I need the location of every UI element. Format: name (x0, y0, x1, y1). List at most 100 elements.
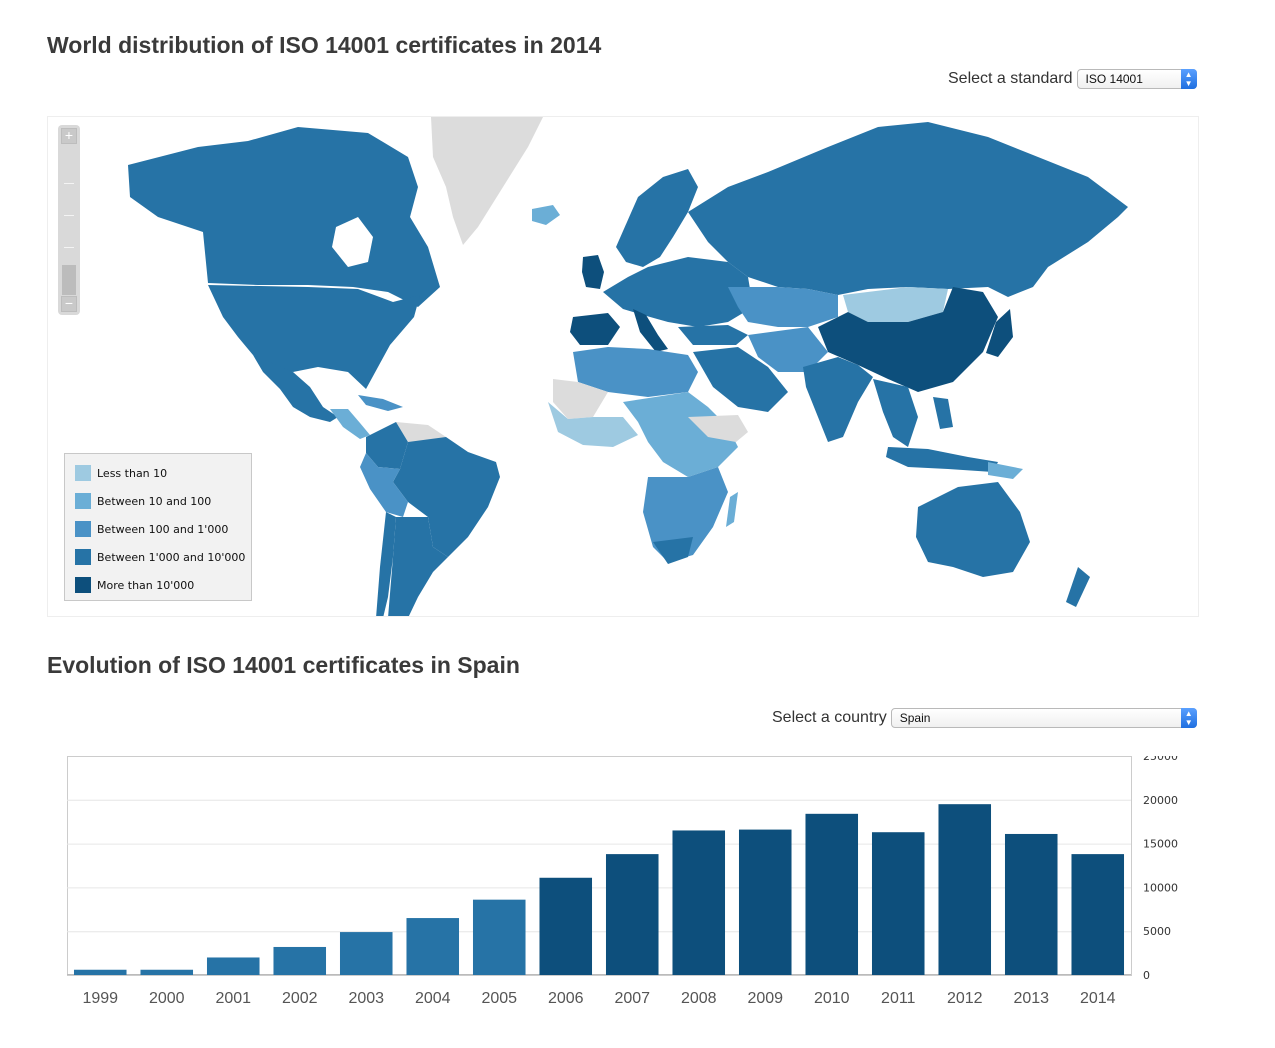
x-tick-label: 2013 (1013, 990, 1049, 1007)
map-title: World distribution of ISO 14001 certific… (47, 32, 602, 58)
country-china[interactable] (818, 287, 998, 392)
legend-swatch (75, 577, 91, 593)
x-tick-label: 2014 (1080, 990, 1116, 1007)
region-central-asia[interactable] (728, 287, 838, 327)
legend-swatch (75, 493, 91, 509)
country-usa[interactable] (208, 285, 420, 389)
chart-bar (339, 932, 393, 975)
x-tick-label: 2012 (947, 990, 983, 1007)
y-tick-label: 15000 (1143, 838, 1178, 851)
country-brazil[interactable] (393, 437, 500, 557)
x-tick-label: 2000 (149, 990, 185, 1007)
chart-bar (472, 899, 526, 975)
country-indonesia[interactable] (886, 447, 998, 472)
country-italy[interactable] (633, 309, 668, 352)
chart-bar (73, 969, 127, 975)
country-korea[interactable] (973, 332, 983, 349)
x-tick-label: 2007 (614, 990, 650, 1007)
country-madagascar[interactable] (726, 492, 738, 527)
legend-swatch (75, 549, 91, 565)
region-papua[interactable] (988, 462, 1023, 479)
country-turkey[interactable] (678, 325, 748, 345)
country-colombia[interactable] (366, 422, 408, 469)
country-argentina[interactable] (388, 517, 448, 617)
legend-label: Between 10 and 100 (97, 494, 212, 508)
x-tick-label: 2003 (348, 990, 384, 1007)
country-greenland[interactable] (431, 117, 543, 245)
country-spain[interactable] (570, 313, 620, 345)
y-tick-label: 20000 (1143, 794, 1178, 807)
region-southeast-asia[interactable] (873, 379, 918, 447)
zoom-control[interactable]: + − (58, 125, 80, 315)
x-tick-label: 2004 (415, 990, 451, 1007)
country-iceland[interactable] (532, 205, 560, 225)
chart-bar (206, 957, 260, 975)
chart-bar (605, 854, 659, 975)
region-caribbean[interactable] (358, 395, 403, 411)
x-tick-label: 2010 (814, 990, 850, 1007)
zoom-in-button[interactable]: + (61, 128, 77, 144)
region-peru-bolivia[interactable] (360, 453, 408, 517)
country-south-africa[interactable] (653, 537, 693, 564)
region-scandinavia[interactable] (616, 169, 698, 267)
x-tick-label: 2008 (681, 990, 717, 1007)
world-map[interactable]: + − Less than 10 Between 10 and 100 Betw… (47, 116, 1199, 617)
chart-title: Evolution of ISO 14001 certificates in S… (47, 652, 520, 678)
hudson-bay (332, 217, 373, 267)
x-tick-label: 2009 (747, 990, 783, 1007)
country-new-zealand[interactable] (1066, 567, 1090, 607)
chart-bar (539, 877, 593, 975)
country-mexico[interactable] (253, 355, 338, 422)
world-map-svg[interactable] (48, 117, 1199, 617)
chart-bar (273, 946, 327, 975)
region-central-america[interactable] (330, 409, 370, 439)
country-chile[interactable] (376, 512, 396, 617)
region-west-africa[interactable] (548, 402, 638, 447)
region-sahara-nodata[interactable] (553, 379, 608, 419)
zoom-slider-handle[interactable] (62, 265, 76, 295)
legend-label: More than 10'000 (97, 578, 195, 592)
zoom-tick (64, 247, 74, 248)
x-tick-label: 2001 (215, 990, 251, 1007)
chart-bar (871, 832, 925, 975)
country-canada[interactable] (128, 127, 440, 307)
country-philippines[interactable] (933, 397, 953, 429)
x-tick-label: 2011 (881, 990, 916, 1007)
legend-label: Less than 10 (97, 466, 168, 480)
select-arrows-icon: ▲ ▼ (1180, 69, 1197, 89)
country-select-label: Select a country (772, 709, 887, 726)
country-japan[interactable] (986, 309, 1013, 357)
legend-item: Less than 10 (75, 465, 167, 481)
zoom-tick (64, 183, 74, 184)
y-tick-label: 5000 (1143, 925, 1171, 938)
map-legend: Less than 10 Between 10 and 100 Between … (64, 453, 252, 601)
country-select[interactable]: Spain ▲ ▼ (890, 708, 1197, 728)
zoom-tick (64, 215, 74, 216)
legend-item: Between 10 and 100 (75, 493, 211, 509)
x-tick-label: 1999 (82, 990, 118, 1007)
region-central-africa[interactable] (623, 392, 738, 477)
y-tick-label: 10000 (1143, 881, 1178, 894)
country-mongolia[interactable] (843, 287, 948, 322)
country-russia[interactable] (688, 122, 1128, 297)
select-arrows-icon: ▲ ▼ (1180, 708, 1197, 728)
region-north-africa[interactable] (573, 347, 698, 397)
region-europe[interactable] (603, 257, 753, 327)
standard-select-label: Select a standard (948, 70, 1073, 87)
region-iran[interactable] (748, 327, 828, 372)
region-east-africa-nodata[interactable] (688, 415, 748, 442)
country-uk[interactable] (582, 255, 604, 289)
country-select-value: Spain (899, 711, 931, 725)
y-tick-label: 25000 (1143, 756, 1178, 763)
y-tick-label: 0 (1143, 969, 1150, 982)
region-middle-east[interactable] (693, 347, 788, 412)
country-australia[interactable] (916, 482, 1030, 577)
zoom-out-button[interactable]: − (61, 296, 77, 312)
legend-item: More than 10'000 (75, 577, 194, 593)
chart-bar (938, 804, 992, 975)
standard-select[interactable]: ISO 14001 ▲ ▼ (1076, 69, 1197, 89)
country-india[interactable] (803, 357, 873, 442)
chart-bar (738, 829, 792, 975)
legend-label: Between 1'000 and 10'000 (97, 550, 246, 564)
region-southern-africa[interactable] (643, 467, 728, 562)
